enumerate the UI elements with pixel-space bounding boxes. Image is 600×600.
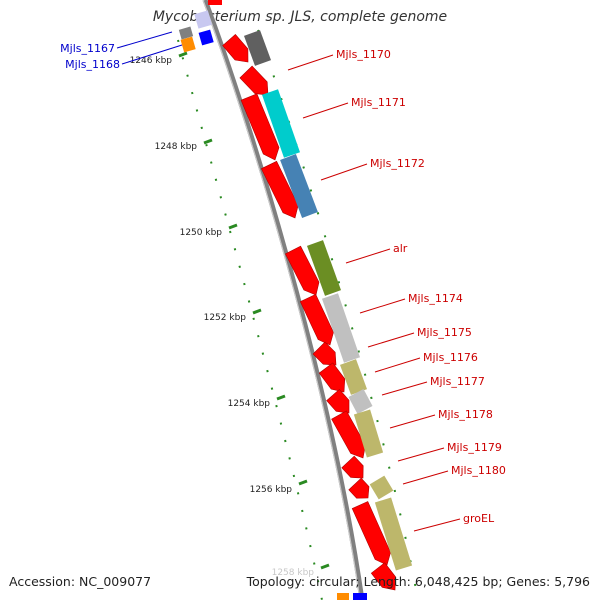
axis-tick-label: 1254 kbp bbox=[228, 399, 271, 409]
cds-arrow[interactable] bbox=[240, 93, 280, 161]
gene-leader-line bbox=[402, 470, 449, 485]
gene-label[interactable]: Mjls_1180 bbox=[451, 464, 506, 477]
gene-leader-line bbox=[381, 381, 428, 396]
cds-arrow[interactable] bbox=[326, 388, 350, 414]
gene-leader-line bbox=[359, 298, 406, 314]
bottom-blue-block[interactable] bbox=[353, 593, 367, 600]
cog-block[interactable] bbox=[280, 154, 318, 218]
gene-1168-blue[interactable] bbox=[198, 29, 214, 46]
axis-tick-label: 1252 kbp bbox=[204, 313, 247, 323]
gene-label[interactable]: Mjls_1176 bbox=[423, 351, 478, 364]
gene-leader-line bbox=[345, 248, 391, 264]
cog-block[interactable] bbox=[322, 293, 360, 363]
axis-tick bbox=[228, 223, 238, 230]
gene-label[interactable]: Mjls_1171 bbox=[351, 96, 406, 109]
axis-tick-label: 1248 kbp bbox=[155, 142, 198, 152]
gene-leader-line bbox=[302, 102, 349, 119]
cds-arrow[interactable] bbox=[239, 65, 269, 96]
gene-label[interactable]: Mjls_1177 bbox=[430, 375, 485, 388]
gene-leader-line bbox=[374, 357, 421, 373]
gene-leader-line bbox=[367, 332, 415, 348]
axis-tick bbox=[320, 563, 330, 570]
gene-leader-line bbox=[287, 54, 334, 71]
cds-track bbox=[222, 33, 396, 591]
axis-tick-label: 1258 kbp bbox=[272, 568, 315, 578]
axis-tick-label: 1250 kbp bbox=[180, 228, 223, 238]
cog-block[interactable] bbox=[353, 409, 384, 458]
cog-block[interactable] bbox=[262, 89, 300, 158]
genome-stats-text: Topology: circular; Length: 6,048,425 bp… bbox=[246, 574, 590, 589]
gene-label[interactable]: groEL bbox=[463, 512, 495, 525]
gene-1167-block[interactable] bbox=[194, 10, 212, 29]
gene-leader-line bbox=[397, 447, 445, 462]
bottom-orange-block[interactable] bbox=[337, 593, 349, 600]
axis-tick bbox=[276, 394, 286, 401]
gene-leader-line bbox=[116, 31, 173, 49]
gene-leader-line bbox=[320, 163, 368, 181]
cds-arrow[interactable] bbox=[318, 362, 346, 393]
gene-top-red[interactable] bbox=[208, 0, 222, 5]
axis-tick bbox=[203, 138, 213, 145]
cds-arrow[interactable] bbox=[348, 477, 370, 499]
cog-block[interactable] bbox=[307, 240, 341, 296]
gene-label[interactable]: Mjls_1178 bbox=[438, 408, 493, 421]
cog-track bbox=[244, 30, 413, 571]
gene-label[interactable]: Mjls_1172 bbox=[370, 157, 425, 170]
genome-title: Mycobacterium sp. JLS, complete genome bbox=[152, 9, 448, 25]
gene-1167-grey[interactable] bbox=[178, 26, 194, 40]
gene-leader-line bbox=[413, 518, 461, 532]
cds-arrow[interactable] bbox=[312, 341, 337, 366]
gene-1168-orange[interactable] bbox=[180, 36, 196, 53]
cds-arrow[interactable] bbox=[331, 410, 366, 459]
cds-arrow[interactable] bbox=[260, 160, 299, 219]
gene-label[interactable]: Mjls_1168 bbox=[65, 58, 120, 71]
gene-label[interactable]: alr bbox=[393, 242, 408, 255]
accession-text: Accession: NC_009077 bbox=[9, 574, 152, 589]
cds-arrow[interactable] bbox=[341, 455, 364, 479]
gene-label[interactable]: Mjls_1175 bbox=[417, 326, 472, 339]
cog-block[interactable] bbox=[348, 389, 373, 414]
cds-arrow[interactable] bbox=[284, 245, 320, 296]
gene-leader-line bbox=[121, 44, 183, 65]
cog-block[interactable] bbox=[340, 359, 367, 395]
cog-block[interactable] bbox=[244, 30, 271, 66]
gene-label[interactable]: Mjls_1170 bbox=[336, 48, 391, 61]
cog-block[interactable] bbox=[369, 475, 394, 500]
axis-tick bbox=[298, 479, 308, 486]
cds-arrow[interactable] bbox=[370, 562, 396, 591]
axis-tick bbox=[252, 308, 262, 315]
axis-tick bbox=[178, 51, 188, 58]
gene-leader-line bbox=[389, 414, 436, 429]
gene-label[interactable]: Mjls_1174 bbox=[408, 292, 463, 305]
cds-arrow[interactable] bbox=[222, 33, 249, 63]
cds-arrow[interactable] bbox=[299, 294, 334, 346]
gene-label[interactable]: Mjls_1179 bbox=[447, 441, 502, 454]
genome-backbone bbox=[202, 0, 365, 600]
gene-label[interactable]: Mjls_1167 bbox=[60, 42, 115, 55]
cds-arrow[interactable] bbox=[351, 501, 391, 566]
axis-tick-label: 1246 kbp bbox=[130, 56, 173, 66]
cog-block[interactable] bbox=[374, 497, 413, 571]
genome-backbone-highlight bbox=[202, 0, 361, 600]
axis-tick-label: 1256 kbp bbox=[250, 485, 293, 495]
